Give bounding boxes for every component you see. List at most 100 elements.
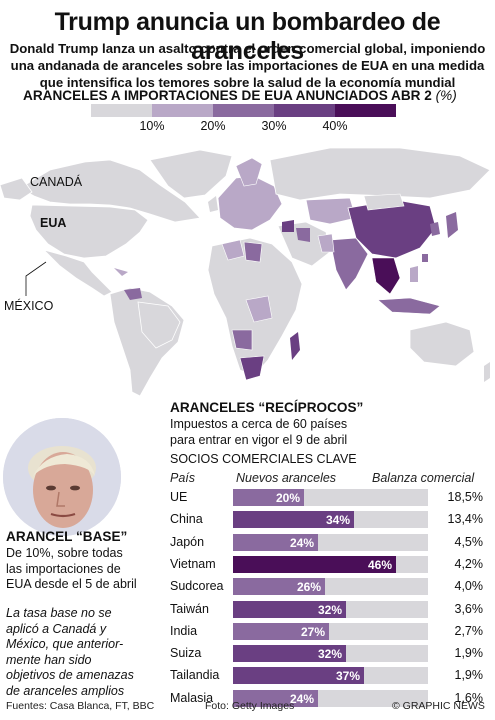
base-tariff-title: ARANCEL “BASE” bbox=[6, 529, 128, 544]
tariff-bar bbox=[233, 622, 329, 640]
trade-balance-value: 13,4% bbox=[447, 512, 483, 527]
scale-label: 40% bbox=[322, 119, 348, 133]
tariff-bar bbox=[233, 555, 396, 573]
angola-shape bbox=[231, 329, 253, 351]
central-asia-shape bbox=[305, 197, 357, 225]
alaska-shape bbox=[0, 177, 33, 201]
southern-africa-shape bbox=[239, 355, 265, 381]
trump-photo bbox=[3, 418, 121, 536]
mexico-label: MÉXICO bbox=[4, 299, 54, 313]
algeria-shape bbox=[221, 239, 245, 261]
country-label: Taiwán bbox=[170, 601, 209, 616]
tariff-value-label: 24% bbox=[289, 691, 314, 706]
china-shape bbox=[347, 199, 437, 259]
column-header-balance: Balanza comercial bbox=[372, 471, 475, 485]
page-title: Trump anuncia un bombardeo de aranceles bbox=[54, 8, 441, 65]
scale-swatch bbox=[91, 104, 152, 117]
caribbean-shape bbox=[114, 268, 128, 276]
scale-label: 30% bbox=[261, 119, 287, 133]
tariff-bar bbox=[233, 578, 325, 596]
usa-label: EUA bbox=[40, 216, 67, 230]
scale-swatch bbox=[213, 104, 274, 117]
trade-balance-value: 3,6% bbox=[454, 601, 484, 616]
subtitle-line: una andanada de aranceles sobre las impo… bbox=[10, 58, 485, 73]
scale-label: 20% bbox=[200, 119, 226, 133]
map-title-text: ARANCELES A IMPORTACIONES DE EUA ANUNCIA… bbox=[23, 88, 432, 103]
scale-swatch bbox=[335, 104, 396, 117]
country-label: China bbox=[170, 512, 203, 527]
tariff-bar bbox=[233, 511, 354, 529]
base-note-line: objetivos de amenazas bbox=[6, 668, 134, 682]
country-label: India bbox=[170, 623, 198, 638]
chart-subtitle-line: para entrar en vigor el 9 de abril bbox=[170, 432, 348, 447]
tariff-bar bbox=[233, 600, 346, 618]
base-desc-line: De 10%, sobre todas bbox=[6, 546, 123, 560]
country-label: Suiza bbox=[170, 646, 202, 661]
country-label: Malasia bbox=[170, 690, 214, 705]
partners-title: SOCIOS COMERCIALES CLAVE bbox=[170, 452, 357, 466]
korea-shape bbox=[430, 222, 440, 236]
base-desc-line: EUA desde el 5 de abril bbox=[6, 577, 137, 591]
brazil-shape bbox=[137, 301, 181, 349]
venezuela-shape bbox=[124, 288, 142, 300]
photo-credit: Foto: Getty Images bbox=[205, 700, 295, 712]
canada-shape bbox=[19, 159, 201, 223]
country-label: Japón bbox=[170, 534, 205, 549]
tariff-bar bbox=[233, 645, 346, 663]
tariff-value-label: 32% bbox=[317, 602, 342, 617]
world-map bbox=[0, 147, 491, 397]
trade-balance-value: 18,5% bbox=[447, 490, 483, 504]
uk-shape bbox=[208, 196, 218, 212]
base-tariff-note: La tasa base no se aplicó a Canadá y Méx… bbox=[6, 606, 168, 699]
taiwan-shape bbox=[422, 254, 428, 262]
russia-shape bbox=[269, 147, 491, 201]
country-label: Tailandia bbox=[170, 668, 220, 683]
tariff-value-label: 20% bbox=[275, 491, 300, 505]
chart-subtitle-line: Impuestos a cerca de 60 países bbox=[170, 417, 348, 431]
pakistan-shape bbox=[317, 233, 335, 253]
country-label: Vietnam bbox=[170, 556, 216, 571]
tariff-value-label: 46% bbox=[367, 557, 392, 572]
mongolia-shape bbox=[363, 193, 405, 211]
country-label: Sudcorea bbox=[170, 579, 224, 594]
canada-label: CANADÁ bbox=[30, 175, 83, 189]
tariff-value-label: 24% bbox=[289, 535, 314, 550]
tariff-bar bbox=[233, 667, 364, 685]
color-scale bbox=[91, 104, 396, 117]
iraq-shape bbox=[296, 228, 310, 242]
madagascar-shape bbox=[290, 332, 300, 360]
greenland-shape bbox=[149, 149, 233, 199]
trade-balance-value: 4,5% bbox=[454, 534, 484, 549]
japan-shape bbox=[446, 212, 458, 238]
subtitle: Donald Trump lanza un asalto contra el o… bbox=[6, 40, 489, 91]
sources-credit: Fuentes: Casa Blanca, FT, BBC bbox=[6, 700, 155, 712]
tariff-bar bbox=[233, 689, 318, 707]
tariff-value-label: 37% bbox=[335, 669, 360, 684]
tariff-value-label: 26% bbox=[296, 580, 321, 595]
tariff-bar bbox=[233, 533, 318, 551]
libya-shape bbox=[243, 241, 263, 263]
scale-label: 10% bbox=[139, 119, 165, 133]
trade-balance-value: 1,9% bbox=[454, 646, 484, 661]
scale-swatch bbox=[152, 104, 213, 117]
subtitle-line: Donald Trump lanza un asalto contra el o… bbox=[9, 41, 486, 56]
base-note-line: mente han sido bbox=[6, 652, 92, 667]
chart-title: ARANCELES “RECÍPROCOS” bbox=[170, 400, 364, 415]
trade-balance-value: 1,9% bbox=[454, 668, 484, 683]
mexico-pointer bbox=[25, 261, 47, 296]
column-header-country: País bbox=[170, 471, 196, 485]
usa-shape bbox=[29, 204, 149, 259]
trade-balance-value: 4,2% bbox=[454, 556, 484, 571]
portrait-illustration bbox=[3, 418, 121, 536]
subtitle-line: que intensifica los temores sobre la sal… bbox=[39, 75, 456, 90]
column-header-tariffs: Nuevos aranceles bbox=[236, 471, 337, 485]
india-shape bbox=[329, 237, 369, 291]
philippines-shape bbox=[410, 266, 418, 282]
base-desc-line: las importaciones de bbox=[6, 561, 121, 576]
map-title-unit: (%) bbox=[435, 88, 457, 103]
base-note-line: La tasa base no se bbox=[6, 606, 112, 620]
trade-balance-value: 1,6% bbox=[454, 690, 484, 705]
chart-subtitle: Impuestos a cerca de 60 países para entr… bbox=[170, 417, 400, 448]
mexico-shape bbox=[42, 249, 113, 297]
southeast-asia-shape bbox=[371, 257, 401, 295]
